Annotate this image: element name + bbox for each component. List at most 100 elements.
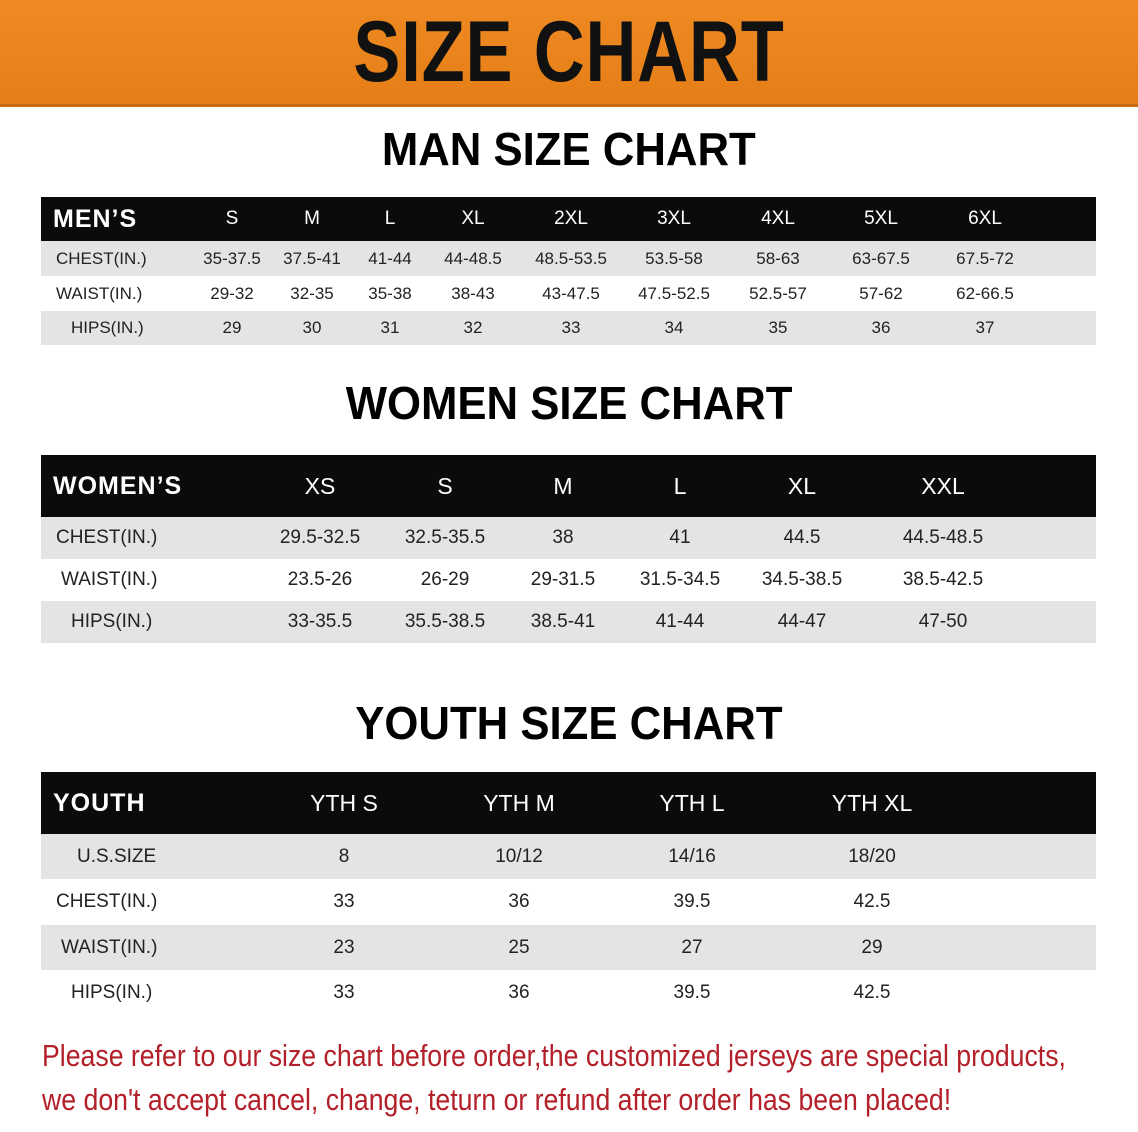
size-header: 4XL — [761, 208, 795, 229]
measurement-cell: 47-50 — [918, 611, 968, 632]
measurement-cell: 67.5-72 — [956, 248, 1014, 268]
measurement-cell: 27 — [681, 936, 703, 958]
measurement-cell: 14/16 — [668, 845, 716, 867]
measurement-cell: 33 — [561, 318, 581, 337]
size-header: XXL — [921, 472, 965, 499]
measurement-cell: 10/12 — [495, 845, 543, 867]
table-row: HIPS(IN.) 33-35.5 35.5-38.5 38.5-41 41-44 44-… — [41, 601, 1096, 643]
measurement-cell: 29-32 — [210, 283, 254, 303]
measurement-cell: 31.5-34.5 — [639, 569, 721, 590]
measurement-cell: 8 — [338, 845, 350, 867]
women-title: WOMEN SIZE CHART — [345, 377, 793, 429]
measurement-cell: 33 — [333, 891, 355, 912]
notice-line-2: we don't accept cancel, change, teturn o… — [42, 1082, 952, 1117]
youth-size-table: YOUTH YTH S YTH M YTH L YTH XL U.S.SIZE 8 10/12… — [41, 772, 1096, 1015]
measurement-cell: 41 — [669, 527, 691, 548]
size-header: XL — [787, 472, 817, 499]
row-label: HIPS(IN.) — [71, 611, 153, 632]
size-header: M — [304, 208, 320, 229]
table-row: CHEST(IN.) 35-37.5 37.5-41 41-44 44-48.5 48.5… — [41, 241, 1096, 276]
table-row: U.S.SIZE 8 10/12 14/16 18/20 — [41, 834, 1096, 879]
men-header-label: MEN’S — [53, 204, 138, 233]
measurement-cell: 48.5-53.5 — [535, 248, 607, 268]
measurement-cell: 62-66.5 — [956, 283, 1014, 303]
size-header: L — [384, 208, 396, 229]
measurement-cell: 35-38 — [368, 283, 412, 303]
measurement-cell: 37.5-41 — [283, 248, 341, 268]
measurement-cell: 44-47 — [777, 611, 827, 632]
row-label: CHEST(IN.) — [56, 248, 147, 268]
measurement-cell: 44-48.5 — [444, 248, 502, 268]
row-label: WAIST(IN.) — [61, 569, 158, 590]
row-label: CHEST(IN.) — [56, 527, 158, 548]
table-row: HIPS(IN.) 29 30 31 32 33 34 35 36 37 — [41, 311, 1096, 345]
women-size-table: WOMEN’S XS S M L XL XXL CHEST(IN.) 29.5-32.5 32.5… — [41, 455, 1096, 643]
measurement-cell: 36 — [508, 891, 530, 912]
measurement-cell: 42.5 — [853, 891, 891, 912]
measurement-cell: 29-31.5 — [530, 569, 596, 590]
measurement-cell: 52.5-57 — [749, 283, 807, 303]
table-row: HIPS(IN.) 33 36 39.5 42.5 — [41, 970, 1096, 1015]
measurement-cell: 36 — [871, 318, 891, 337]
women-header-row: WOMEN’S XS S M L XL XXL — [41, 455, 1096, 517]
measurement-cell: 32.5-35.5 — [404, 527, 486, 548]
measurement-cell: 26-29 — [420, 569, 470, 590]
measurement-cell: 35-37.5 — [203, 248, 261, 268]
measurement-cell: 34 — [664, 318, 684, 337]
table-row: WAIST(IN.) 23.5-26 26-29 29-31.5 31.5-34.5 34… — [41, 559, 1096, 601]
row-label: HIPS(IN.) — [71, 318, 144, 337]
size-header: 3XL — [657, 208, 691, 229]
measurement-cell: 33-35.5 — [287, 611, 353, 632]
youth-header-label: YOUTH — [53, 788, 146, 817]
measurement-cell: 38 — [552, 527, 574, 548]
row-label: WAIST(IN.) — [56, 283, 143, 303]
notice-line-1: Please refer to our size chart before or… — [42, 1038, 1066, 1073]
size-header: M — [553, 472, 573, 499]
row-label: CHEST(IN.) — [56, 891, 158, 912]
banner: SIZE CHART — [0, 0, 1138, 107]
size-header: YTH M — [483, 789, 555, 816]
size-header: XS — [304, 472, 336, 499]
row-label: HIPS(IN.) — [71, 981, 153, 1003]
table-row: WAIST(IN.) 29-32 32-35 35-38 38-43 43-47.5 47.… — [41, 276, 1096, 311]
measurement-cell: 57-62 — [859, 283, 903, 303]
men-size-table: MEN’S S M L XL 2XL 3XL 4XL 5XL 6XL CHEST(IN.) 35-37… — [41, 197, 1096, 345]
measurement-cell: 31 — [380, 318, 400, 337]
measurement-cell: 41-44 — [368, 248, 412, 268]
measurement-cell: 39.5 — [673, 891, 711, 912]
size-header: 5XL — [864, 208, 898, 229]
measurement-cell: 47.5-52.5 — [638, 283, 710, 303]
youth-header-row: YOUTH YTH S YTH M YTH L YTH XL — [41, 772, 1096, 834]
measurement-cell: 33 — [333, 981, 355, 1003]
measurement-cell: 38-43 — [451, 283, 495, 303]
measurement-cell: 44.5-48.5 — [902, 527, 984, 548]
table-row: CHEST(IN.) 33 36 39.5 42.5 — [41, 879, 1096, 925]
measurement-cell: 42.5 — [853, 981, 891, 1003]
measurement-cell: 44.5 — [783, 527, 821, 548]
row-label: WAIST(IN.) — [61, 936, 158, 958]
measurement-cell: 32 — [463, 318, 483, 337]
measurement-cell: 35.5-38.5 — [404, 611, 486, 632]
table-row: CHEST(IN.) 29.5-32.5 32.5-35.5 38 41 44.5 44.5… — [41, 517, 1096, 559]
size-header: 6XL — [968, 208, 1002, 229]
measurement-cell: 35 — [768, 318, 788, 337]
measurement-cell: 38.5-41 — [530, 611, 596, 632]
size-header: XL — [461, 208, 485, 229]
measurement-cell: 25 — [508, 936, 530, 958]
size-header: S — [225, 208, 239, 229]
measurement-cell: 29 — [861, 936, 883, 958]
measurement-cell: 58-63 — [756, 248, 800, 268]
measurement-cell: 29.5-32.5 — [279, 527, 361, 548]
size-header: YTH S — [310, 789, 378, 816]
measurement-cell: 36 — [508, 981, 530, 1003]
row-label: U.S.SIZE — [77, 845, 157, 867]
men-title: MAN SIZE CHART — [382, 123, 756, 175]
men-header-row: MEN’S S M L XL 2XL 3XL 4XL 5XL 6XL — [41, 197, 1096, 241]
measurement-cell: 34.5-38.5 — [761, 569, 843, 590]
measurement-cell: 30 — [302, 318, 322, 337]
banner-title: SIZE CHART — [353, 3, 785, 100]
measurement-cell: 23.5-26 — [287, 569, 353, 590]
measurement-cell: 23 — [333, 936, 355, 958]
size-header: 2XL — [554, 208, 588, 229]
measurement-cell: 32-35 — [290, 283, 334, 303]
